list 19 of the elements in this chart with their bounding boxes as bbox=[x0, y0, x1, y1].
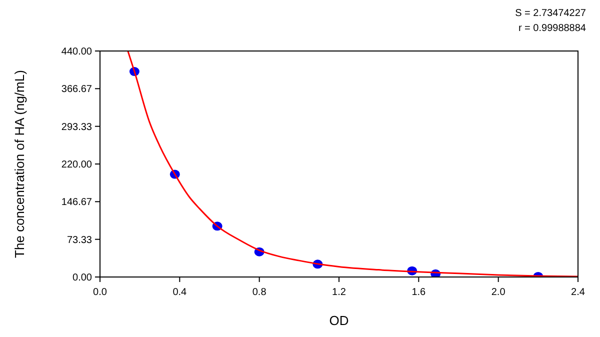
x-tick-label: 1.6 bbox=[412, 287, 426, 298]
x-tick-label: 0.0 bbox=[93, 287, 108, 298]
x-tick-label: 2.4 bbox=[571, 287, 586, 298]
x-tick-label: 0.8 bbox=[252, 287, 267, 298]
x-axis-title: OD bbox=[329, 313, 349, 328]
x-tick-label: 0.4 bbox=[172, 287, 188, 298]
y-axis-title: The concentration of HA (ng/mL) bbox=[12, 70, 27, 258]
y-tick-label: 220.00 bbox=[61, 160, 92, 170]
x-tick-label: 1.2 bbox=[332, 287, 346, 298]
line-series bbox=[127, 51, 578, 277]
y-tick-label: 0.00 bbox=[72, 272, 92, 284]
y-tick-label: 440.00 bbox=[61, 46, 92, 58]
y-tick-label: 366.67 bbox=[61, 84, 92, 96]
y-tick-label: 146.67 bbox=[61, 197, 92, 208]
x-tick-label: 2.0 bbox=[491, 287, 506, 298]
text: r = 0.99988884 bbox=[518, 23, 586, 34]
y-tick-label: 73.33 bbox=[66, 234, 92, 246]
y-tick-label: 293.33 bbox=[61, 122, 92, 133]
text: S = 2.73474227 bbox=[515, 8, 586, 19]
